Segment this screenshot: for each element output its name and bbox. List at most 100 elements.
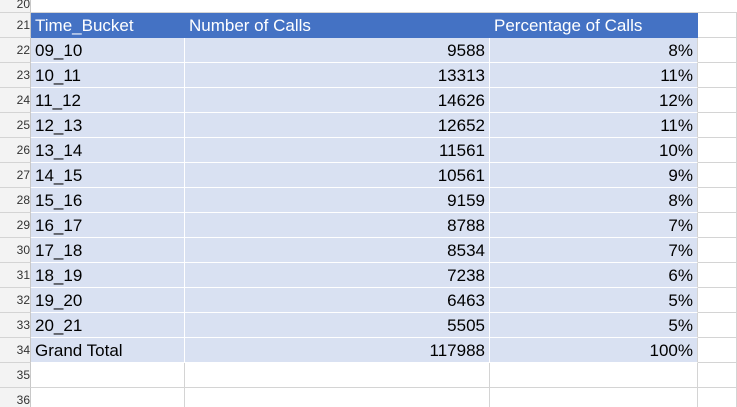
number-of-calls-cell[interactable]: 9588 xyxy=(185,38,490,63)
table-row: 31 18_19 7238 6% xyxy=(0,263,737,288)
total-calls-cell[interactable]: 117988 xyxy=(185,338,490,363)
grid-cell[interactable] xyxy=(698,63,737,88)
header-cell-time-bucket[interactable]: Time_Bucket xyxy=(31,13,185,38)
grid-cell[interactable] xyxy=(698,238,737,263)
table-header-row: 21 Time_Bucket Number of Calls Percentag… xyxy=(0,13,737,38)
table-row: 25 12_13 12652 11% xyxy=(0,113,737,138)
grid-cell[interactable] xyxy=(698,163,737,188)
grid-cell[interactable] xyxy=(698,13,737,38)
table-row: 32 19_20 6463 5% xyxy=(0,288,737,313)
row-header[interactable]: 30 xyxy=(0,238,31,263)
grid-cell[interactable] xyxy=(698,338,737,363)
time-bucket-cell[interactable]: 11_12 xyxy=(31,88,185,113)
grid-cell[interactable] xyxy=(698,88,737,113)
row-header[interactable]: 26 xyxy=(0,138,31,163)
grand-total-label-cell[interactable]: Grand Total xyxy=(31,338,185,363)
percentage-cell[interactable]: 12% xyxy=(490,88,698,113)
row-header[interactable]: 34 xyxy=(0,338,31,363)
grand-total-row: 34 Grand Total 117988 100% xyxy=(0,338,737,363)
grid-cell[interactable] xyxy=(31,363,185,388)
row-header[interactable]: 31 xyxy=(0,263,31,288)
table-row: 27 14_15 10561 9% xyxy=(0,163,737,188)
row-header[interactable]: 27 xyxy=(0,163,31,188)
percentage-cell[interactable]: 7% xyxy=(490,213,698,238)
grid-cell[interactable] xyxy=(698,263,737,288)
table-row: 22 09_10 9588 8% xyxy=(0,38,737,63)
grid-cell[interactable] xyxy=(698,313,737,338)
row-header[interactable]: 35 xyxy=(0,363,31,388)
number-of-calls-cell[interactable]: 14626 xyxy=(185,88,490,113)
empty-row: 35 xyxy=(0,363,737,388)
table-row: 29 16_17 8788 7% xyxy=(0,213,737,238)
table-row: 24 11_12 14626 12% xyxy=(0,88,737,113)
row-header[interactable]: 29 xyxy=(0,213,31,238)
empty-row: 36 xyxy=(0,388,737,407)
header-cell-number-of-calls[interactable]: Number of Calls xyxy=(185,13,490,38)
grid-cell[interactable] xyxy=(698,38,737,63)
grid-cell[interactable] xyxy=(698,363,737,388)
table-row: 28 15_16 9159 8% xyxy=(0,188,737,213)
time-bucket-cell[interactable]: 14_15 xyxy=(31,163,185,188)
grid-cell[interactable] xyxy=(698,213,737,238)
row-header[interactable]: 28 xyxy=(0,188,31,213)
number-of-calls-cell[interactable]: 8534 xyxy=(185,238,490,263)
table-row: 23 10_11 13313 11% xyxy=(0,63,737,88)
header-cell-percentage-of-calls[interactable]: Percentage of Calls xyxy=(490,13,698,38)
grid-cell[interactable] xyxy=(698,113,737,138)
number-of-calls-cell[interactable]: 11561 xyxy=(185,138,490,163)
grid-cell[interactable] xyxy=(698,188,737,213)
grid-cell[interactable] xyxy=(490,388,698,407)
number-of-calls-cell[interactable]: 13313 xyxy=(185,63,490,88)
row-header[interactable]: 24 xyxy=(0,88,31,113)
time-bucket-cell[interactable]: 19_20 xyxy=(31,288,185,313)
number-of-calls-cell[interactable]: 9159 xyxy=(185,188,490,213)
percentage-cell[interactable]: 5% xyxy=(490,288,698,313)
percentage-cell[interactable]: 9% xyxy=(490,163,698,188)
percentage-cell[interactable]: 6% xyxy=(490,263,698,288)
grid-cell[interactable] xyxy=(185,363,490,388)
row-header[interactable]: 33 xyxy=(0,313,31,338)
row-header[interactable]: 36 xyxy=(0,388,31,407)
time-bucket-cell[interactable]: 09_10 xyxy=(31,38,185,63)
number-of-calls-cell[interactable]: 8788 xyxy=(185,213,490,238)
number-of-calls-cell[interactable]: 5505 xyxy=(185,313,490,338)
grid-cell[interactable] xyxy=(698,288,737,313)
time-bucket-cell[interactable]: 12_13 xyxy=(31,113,185,138)
time-bucket-cell[interactable]: 17_18 xyxy=(31,238,185,263)
grid-cell[interactable] xyxy=(698,388,737,407)
grid-cell[interactable] xyxy=(31,0,737,13)
row-header[interactable]: 25 xyxy=(0,113,31,138)
table-row: 26 13_14 11561 10% xyxy=(0,138,737,163)
grid-cell[interactable] xyxy=(185,388,490,407)
time-bucket-cell[interactable]: 13_14 xyxy=(31,138,185,163)
row-header[interactable]: 23 xyxy=(0,63,31,88)
time-bucket-cell[interactable]: 18_19 xyxy=(31,263,185,288)
table-row: 30 17_18 8534 7% xyxy=(0,238,737,263)
percentage-cell[interactable]: 11% xyxy=(490,113,698,138)
row-header[interactable]: 32 xyxy=(0,288,31,313)
time-bucket-cell[interactable]: 20_21 xyxy=(31,313,185,338)
time-bucket-cell[interactable]: 15_16 xyxy=(31,188,185,213)
number-of-calls-cell[interactable]: 7238 xyxy=(185,263,490,288)
percentage-cell[interactable]: 8% xyxy=(490,38,698,63)
time-bucket-cell[interactable]: 16_17 xyxy=(31,213,185,238)
grid-cell[interactable] xyxy=(698,138,737,163)
percentage-cell[interactable]: 11% xyxy=(490,63,698,88)
percentage-cell[interactable]: 10% xyxy=(490,138,698,163)
percentage-cell[interactable]: 8% xyxy=(490,188,698,213)
time-bucket-cell[interactable]: 10_11 xyxy=(31,63,185,88)
number-of-calls-cell[interactable]: 10561 xyxy=(185,163,490,188)
grid-cell[interactable] xyxy=(31,388,185,407)
grid-row-partial: 20 xyxy=(0,0,737,13)
row-header[interactable]: 22 xyxy=(0,38,31,63)
total-percentage-cell[interactable]: 100% xyxy=(490,338,698,363)
percentage-cell[interactable]: 7% xyxy=(490,238,698,263)
number-of-calls-cell[interactable]: 6463 xyxy=(185,288,490,313)
table-row: 33 20_21 5505 5% xyxy=(0,313,737,338)
row-header[interactable]: 20 xyxy=(0,0,31,13)
number-of-calls-cell[interactable]: 12652 xyxy=(185,113,490,138)
grid-cell[interactable] xyxy=(490,363,698,388)
percentage-cell[interactable]: 5% xyxy=(490,313,698,338)
row-header[interactable]: 21 xyxy=(0,13,31,38)
